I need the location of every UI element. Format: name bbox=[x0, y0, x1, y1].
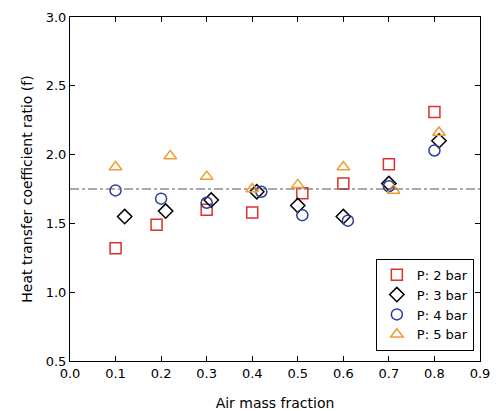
svg-text:0.0: 0.0 bbox=[60, 366, 81, 381]
svg-text:P: 5 bar: P: 5 bar bbox=[417, 327, 468, 342]
svg-text:0.5: 0.5 bbox=[46, 354, 67, 369]
svg-text:0.5: 0.5 bbox=[287, 366, 308, 381]
svg-text:2.0: 2.0 bbox=[46, 147, 67, 162]
svg-text:2.5: 2.5 bbox=[46, 78, 67, 93]
svg-text:0.4: 0.4 bbox=[242, 366, 263, 381]
svg-text:Air mass fraction: Air mass fraction bbox=[216, 395, 335, 411]
svg-text:3.0: 3.0 bbox=[46, 10, 67, 25]
svg-text:P: 3 bar: P: 3 bar bbox=[417, 288, 468, 303]
svg-text:0.7: 0.7 bbox=[379, 366, 400, 381]
svg-text:Heat transfer coefficient rati: Heat transfer coefficient ratio (f) bbox=[19, 75, 35, 302]
svg-text:0.9: 0.9 bbox=[470, 366, 491, 381]
svg-text:0.6: 0.6 bbox=[333, 366, 354, 381]
svg-text:0.3: 0.3 bbox=[196, 366, 217, 381]
svg-text:0.8: 0.8 bbox=[424, 366, 445, 381]
svg-text:0.2: 0.2 bbox=[151, 366, 172, 381]
svg-text:0.1: 0.1 bbox=[105, 366, 126, 381]
svg-text:1.0: 1.0 bbox=[46, 285, 67, 300]
svg-text:P: 2 bar: P: 2 bar bbox=[417, 268, 468, 283]
svg-text:1.5: 1.5 bbox=[46, 216, 67, 231]
svg-text:P: 4 bar: P: 4 bar bbox=[417, 308, 468, 323]
